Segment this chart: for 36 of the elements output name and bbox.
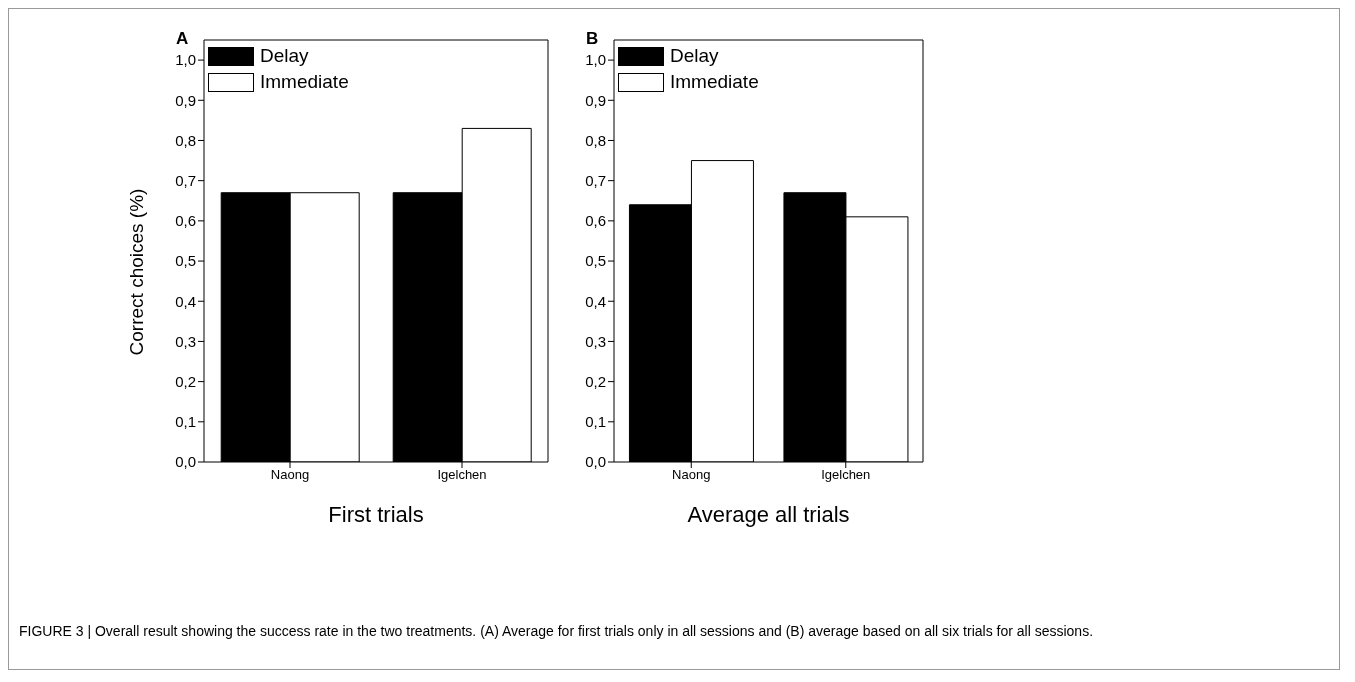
y-tick-label: 0,2 xyxy=(175,372,196,390)
legend-label: Immediate xyxy=(670,71,759,93)
y-tick-label: 0,8 xyxy=(585,131,606,149)
caption: FIGURE 3 | Overall result showing the success rate in the two treatments. (A) Average for first trials only in all sessions and (B) average based on all six trials for all sessions. xyxy=(19,622,1095,641)
y-tick-label: 0,0 xyxy=(585,453,606,471)
y-tick-label: 0,4 xyxy=(175,292,196,310)
legend-label: Delay xyxy=(260,45,309,67)
legend-label: Immediate xyxy=(260,71,349,93)
y-tick-label: 0,5 xyxy=(585,252,606,270)
y-tick-label: 1,0 xyxy=(175,51,196,69)
x-tick-label: Igelchen xyxy=(821,467,871,483)
y-tick-label: 0,6 xyxy=(175,212,196,230)
y-tick-label: 0,8 xyxy=(175,131,196,149)
chart-title: B xyxy=(586,29,599,49)
y-tick-label: 0,7 xyxy=(175,171,196,189)
y-tick-label: 0,6 xyxy=(585,212,606,230)
x-axis-title: Average all trials xyxy=(687,502,850,527)
x-axis-title: First trials xyxy=(328,502,424,527)
y-tick-label: 1,0 xyxy=(585,51,606,69)
x-tick-label: Naong xyxy=(270,467,310,483)
y-tick-label: 0,0 xyxy=(175,453,196,471)
y-tick-label: 0,9 xyxy=(175,91,196,109)
y-tick-label: 0,1 xyxy=(175,413,196,431)
y-tick-label: 0,5 xyxy=(175,252,196,270)
y-axis-title: Correct choices (%) xyxy=(126,188,148,355)
y-tick-label: 0,3 xyxy=(175,332,196,350)
x-tick-label: Igelchen xyxy=(437,467,487,483)
chart-title: A xyxy=(176,29,189,49)
y-tick-label: 0,1 xyxy=(585,413,606,431)
y-tick-label: 0,7 xyxy=(585,171,606,189)
legend-label: Delay xyxy=(670,45,719,67)
y-tick-label: 0,4 xyxy=(585,292,606,310)
x-tick-label: Naong xyxy=(672,467,711,483)
y-tick-label: 0,3 xyxy=(585,332,606,350)
y-tick-label: 0,2 xyxy=(585,372,606,390)
y-tick-label: 0,9 xyxy=(585,91,606,109)
